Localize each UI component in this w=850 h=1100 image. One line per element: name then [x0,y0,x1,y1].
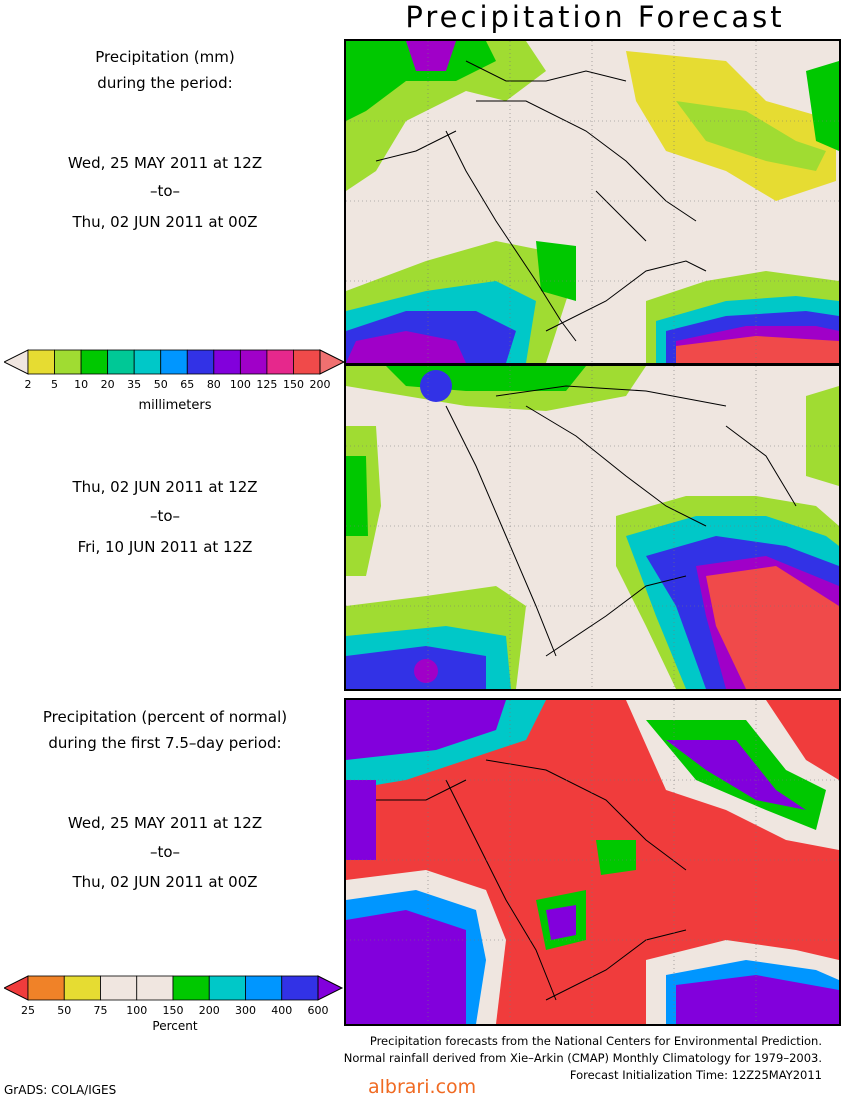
colorbar-tick-label: 100 [126,1004,148,1017]
colorbar-swatch [133,349,162,375]
grads-credit: GrADS: COLA/IGES [4,1083,117,1097]
mm-colorbar [4,349,346,375]
colorbar-swatch [160,349,188,375]
colorbar-arrow-low [4,975,29,1001]
colorbar-swatch [266,349,294,375]
colorbar-swatch [281,975,319,1001]
colorbar-swatch [136,975,174,1001]
panel1-header-2: during the period: [97,74,233,92]
percent-colorbar-ticks: 25 50 75 100 150 200 300 400 600 [0,1004,350,1020]
colorbar-arrow-high [319,349,346,375]
page-title: Precipitation Forecast [405,0,785,34]
colorbar-tick-label: 5 [51,378,59,391]
colorbar-tick-label: 50 [153,378,168,391]
colorbar-swatch [107,349,135,375]
colorbar-swatch [172,975,210,1001]
colorbar-swatch [63,975,101,1001]
colorbar-arrow-high [317,975,344,1001]
panel3-end: Thu, 02 JUN 2011 at 00Z [72,873,258,891]
colorbar-tick-label: 20 [100,378,115,391]
colorbar-tick-label: 10 [74,378,89,391]
percent-colorbar-unit: Percent [152,1019,198,1033]
panel1-start: Wed, 25 MAY 2011 at 12Z [67,154,263,172]
colorbar-tick-label: 400 [271,1004,293,1017]
footer-line-3: Forecast Initialization Time: 12Z25MAY20… [569,1068,822,1082]
percent-colorbar [4,975,344,1001]
colorbar-swatch [186,349,215,375]
panel1-end: Thu, 02 JUN 2011 at 00Z [72,213,258,231]
colorbar-tick-label: 50 [57,1004,72,1017]
colorbar-tick-label: 200 [309,378,331,391]
colorbar-swatch [239,349,268,375]
footer-line-2: Normal rainfall derived from Xie–Arkin (… [343,1051,822,1065]
colorbar-tick-label: 25 [21,1004,35,1017]
colorbar-tick-label: 600 [307,1004,329,1017]
colorbar-tick-label: 150 [162,1004,184,1017]
watermark: albrari.com [368,1076,477,1098]
panel3-header-1: Precipitation (percent of normal) [42,708,288,726]
colorbar-tick-label: 80 [206,378,221,391]
panel3-header-2: during the first 7.5–day period: [48,734,282,752]
colorbar-swatch [27,349,55,375]
panel2-end: Fri, 10 JUN 2011 at 12Z [77,538,253,556]
colorbar-tick-label: 35 [127,378,142,391]
colorbar-swatch [245,975,283,1001]
colorbar-tick-label: 150 [282,378,304,391]
mm-colorbar-unit: millimeters [138,398,212,413]
map-panel-precip-week2 [344,364,841,691]
panel2-start: Thu, 02 JUN 2011 at 12Z [72,478,258,496]
colorbar-swatch [208,975,246,1001]
colorbar-arrow-low [4,349,29,375]
mm-colorbar-ticks: 2 5 10 20 35 50 65 80 100 125 150 200 [0,378,350,394]
panel2-to: –to– [149,507,181,525]
colorbar-tick-label: 200 [198,1004,220,1017]
colorbar-swatch [293,349,321,375]
colorbar-swatch [213,349,241,375]
colorbar-tick-label: 125 [256,378,278,391]
colorbar-tick-label: 75 [93,1004,108,1017]
colorbar-swatch [54,349,82,375]
map-panel-precip-week1 [344,39,841,365]
colorbar-swatch [27,975,65,1001]
colorbar-tick-label: 300 [235,1004,256,1017]
colorbar-swatch [100,975,138,1001]
panel1-header-1: Precipitation (mm) [95,48,235,66]
colorbar-tick-label: 100 [229,378,251,391]
colorbar-tick-label: 65 [180,378,195,391]
footer-line-1: Precipitation forecasts from the Nationa… [369,1034,822,1048]
panel3-to: –to– [149,843,181,861]
colorbar-swatch [80,349,109,375]
panel3-start: Wed, 25 MAY 2011 at 12Z [67,814,263,832]
map-panel-percent-of-normal [344,698,841,1026]
colorbar-tick-label: 2 [24,378,32,391]
panel1-to: –to– [149,182,181,200]
